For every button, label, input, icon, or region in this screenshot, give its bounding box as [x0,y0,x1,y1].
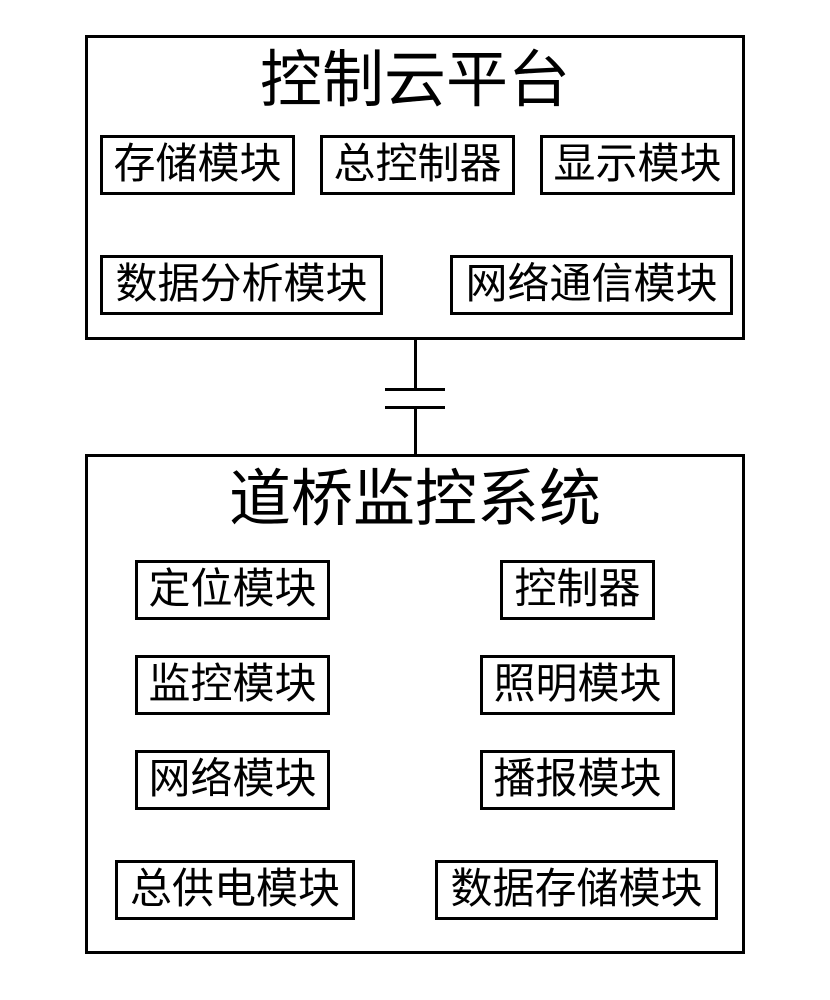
module-label: 网络通信模块 [465,264,717,306]
module-label: 监控模块 [148,664,316,706]
module-network: 网络模块 [135,750,330,810]
module-main-controller: 总控制器 [320,135,515,195]
module-controller: 控制器 [500,560,655,620]
connector-bottom-vertical [414,406,417,454]
diagram-canvas: 控制云平台 存储模块 总控制器 显示模块 数据分析模块 网络通信模块 道桥监控系… [0,0,830,1000]
module-label: 照明模块 [493,664,661,706]
module-data-storage: 数据存储模块 [435,860,718,920]
module-label: 网络模块 [148,759,316,801]
module-lighting: 照明模块 [480,655,675,715]
module-label: 控制器 [514,569,640,611]
module-label: 数据分析模块 [115,264,367,306]
module-monitor: 监控模块 [135,655,330,715]
connector-top-cap [385,388,445,391]
module-display: 显示模块 [540,135,735,195]
module-total-power: 总供电模块 [115,860,355,920]
module-storage: 存储模块 [100,135,295,195]
module-label: 播报模块 [493,759,661,801]
module-broadcast: 播报模块 [480,750,675,810]
module-network-comm: 网络通信模块 [450,255,733,315]
module-label: 显示模块 [553,144,721,186]
module-positioning: 定位模块 [135,560,330,620]
top-block-title: 控制云平台 [88,50,742,112]
module-label: 定位模块 [148,569,316,611]
module-label: 总供电模块 [130,869,340,911]
module-data-analysis: 数据分析模块 [100,255,383,315]
module-label: 存储模块 [113,144,281,186]
module-label: 总控制器 [333,144,501,186]
module-label: 数据存储模块 [450,869,702,911]
bottom-block-title: 道桥监控系统 [88,469,742,531]
connector-top-vertical [414,340,417,388]
